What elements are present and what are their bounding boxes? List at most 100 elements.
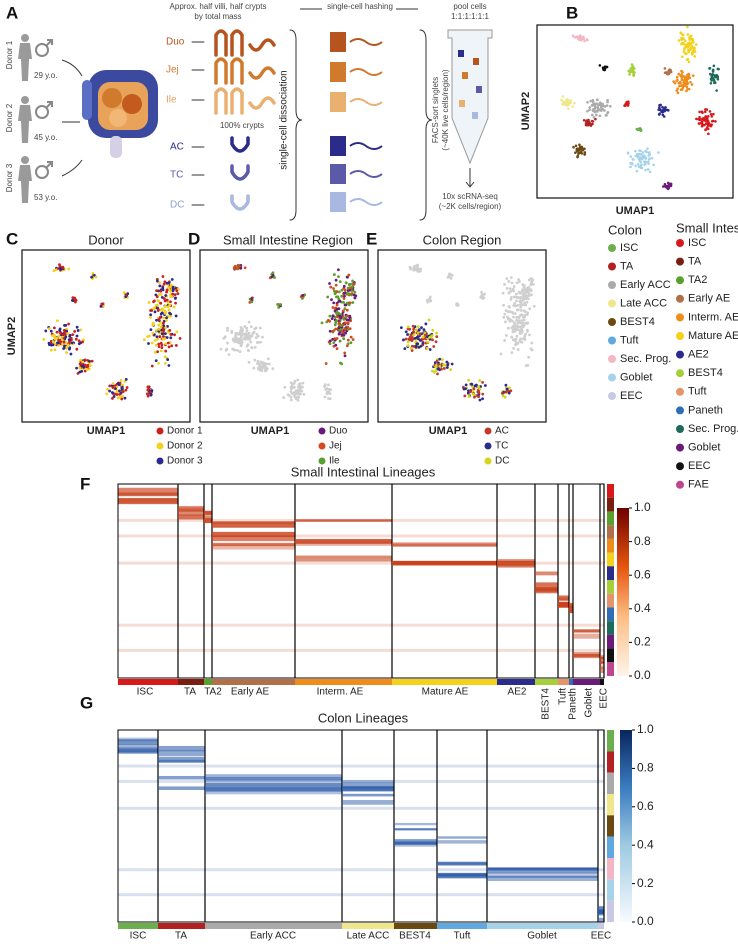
- umap-point: [340, 329, 344, 333]
- umap-point: [243, 325, 247, 328]
- umap-point: [689, 80, 692, 84]
- umap-point: [353, 290, 357, 294]
- umap-frame: [21, 249, 191, 423]
- tissue-sketches: [191, 29, 433, 221]
- heat-band: [342, 800, 394, 805]
- crypt: [230, 136, 250, 153]
- umap-point: [258, 326, 262, 330]
- umap-point: [713, 81, 717, 85]
- umap-point: [455, 304, 459, 307]
- umap-point: [297, 396, 301, 399]
- umap-point: [67, 267, 71, 271]
- umap-point: [165, 318, 168, 322]
- lineage-strip: [607, 580, 614, 594]
- umap-point: [111, 382, 115, 386]
- umap-point: [254, 336, 258, 340]
- umap-point: [583, 151, 587, 154]
- umap-point: [342, 337, 346, 341]
- umap-point: [689, 35, 692, 38]
- umap-point: [469, 390, 473, 394]
- umap-point: [435, 331, 439, 335]
- umap-point: [708, 110, 712, 113]
- umap-point: [234, 331, 238, 335]
- umap-point: [418, 269, 422, 273]
- umap-point: [420, 326, 423, 330]
- umap-point: [334, 321, 338, 325]
- umap-point: [576, 147, 580, 150]
- umap-point: [59, 332, 63, 335]
- umap-point: [566, 103, 569, 107]
- umap-point: [473, 395, 476, 399]
- umap-point: [53, 348, 57, 352]
- umap-point: [173, 333, 176, 337]
- umap-point: [515, 334, 519, 338]
- lineage-bar: [158, 923, 205, 929]
- heatmap: ISC TA TA2 Early AE Interm. AE Mature AE AE2 BE…: [117, 483, 651, 720]
- umap-point: [164, 304, 167, 308]
- umap-point: [528, 307, 532, 311]
- umap-point: [707, 132, 710, 136]
- heat-stripe: [118, 648, 604, 652]
- legend-label: Paneth: [688, 404, 723, 416]
- legend-label: Goblet: [688, 442, 720, 454]
- umap-point: [165, 316, 168, 320]
- lineage-label: Interm. AE: [317, 687, 364, 698]
- umap-point: [125, 386, 129, 389]
- umap-point: [661, 113, 665, 117]
- heat-band: [178, 510, 204, 516]
- panel-title: Colon Lineages: [318, 710, 409, 725]
- umap-point: [529, 347, 533, 351]
- heat-band: [573, 629, 600, 633]
- umap-point: [703, 110, 707, 114]
- heat-band: [394, 822, 437, 826]
- umap-point: [507, 305, 511, 308]
- heat-band: [497, 563, 535, 567]
- umap-point: [526, 363, 530, 367]
- umap-point: [429, 299, 433, 303]
- umap-point: [165, 298, 169, 302]
- umap-point: [587, 120, 591, 124]
- umap-point: [414, 328, 418, 332]
- umap-point: [689, 38, 692, 41]
- umap-point: [634, 154, 638, 158]
- umap-point: [590, 104, 594, 107]
- lineage-label: AE2: [508, 687, 527, 698]
- umap-point: [52, 269, 56, 273]
- legend-swatch: [676, 350, 684, 359]
- umap-point: [573, 101, 576, 105]
- legend-label: Sec. Prog.: [688, 423, 738, 435]
- umap-point: [146, 388, 150, 392]
- donor-age: 45 y.o.: [34, 133, 57, 142]
- brace: [289, 29, 303, 221]
- umap-point: [334, 327, 338, 331]
- umap-point: [90, 359, 94, 363]
- legend-swatch: [676, 462, 684, 471]
- umap-point: [691, 41, 695, 44]
- umap-point: [399, 326, 403, 330]
- umap-point: [586, 109, 589, 113]
- umap-point: [567, 107, 570, 111]
- umap-point: [163, 355, 167, 359]
- umap-point: [124, 388, 128, 392]
- umap-point: [699, 118, 703, 121]
- umap-point: [150, 341, 154, 345]
- lineage-strip: [607, 648, 614, 663]
- lineage-label: Late ACC: [347, 931, 390, 942]
- umap-point: [337, 275, 340, 279]
- umap-point: [661, 185, 665, 188]
- umap-point: [334, 278, 338, 282]
- umap-point: [332, 341, 336, 345]
- legend-label: ISC: [688, 237, 706, 249]
- umap-point: [346, 338, 350, 342]
- umap-point: [296, 398, 300, 402]
- umap-point: [652, 163, 655, 167]
- dissociation-label: single-cell dissociation: [279, 70, 290, 170]
- umap-point: [338, 314, 342, 318]
- umap-point: [47, 341, 51, 345]
- heat-band: [487, 875, 598, 882]
- umap-point: [81, 364, 84, 368]
- umap-point: [445, 360, 449, 364]
- umap-point: [675, 75, 679, 79]
- umap-point: [338, 299, 342, 303]
- colorbar-label: 0.2: [637, 876, 654, 890]
